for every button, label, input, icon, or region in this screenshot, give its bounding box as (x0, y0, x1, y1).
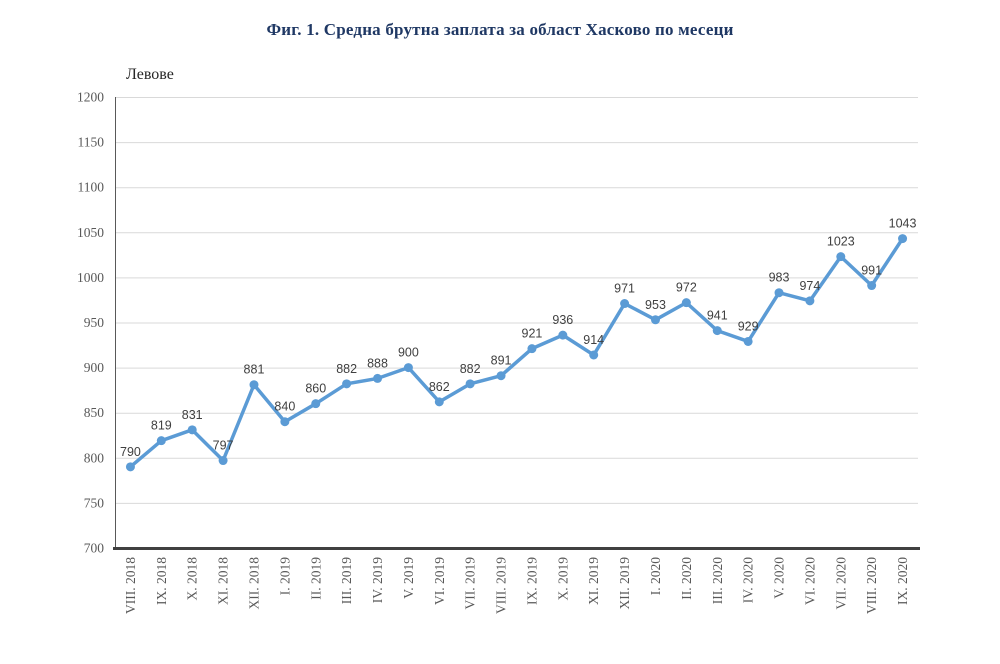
y-tick-label: 850 (84, 405, 105, 420)
data-point-label: 840 (274, 400, 295, 414)
y-tick-label: 1100 (78, 180, 105, 195)
data-point-label: 891 (491, 354, 512, 368)
data-point-marker (620, 299, 630, 309)
data-point-label: 983 (769, 271, 790, 285)
x-tick-label: XII. 2018 (246, 557, 261, 610)
data-point-label: 888 (367, 356, 388, 370)
x-tick-label: VII. 2020 (833, 557, 848, 610)
x-tick-label: IV. 2020 (741, 557, 756, 604)
data-point-marker (681, 298, 691, 308)
data-point-marker (311, 399, 321, 409)
data-point-marker (156, 436, 166, 446)
x-tick-label: VI. 2020 (802, 557, 817, 605)
x-tick-label: V. 2019 (401, 557, 416, 599)
data-point-marker (218, 456, 228, 466)
data-point-label: 914 (583, 333, 604, 347)
data-point-label: 882 (460, 362, 481, 376)
y-tick-label: 800 (84, 450, 105, 465)
figure-title: Фиг. 1. Средна брутна заплата за област … (266, 20, 734, 39)
data-point-label: 860 (305, 382, 326, 396)
data-point-marker (373, 373, 383, 383)
x-tick-label: V. 2020 (772, 557, 787, 599)
data-point-label: 971 (614, 282, 635, 296)
x-tick-label: IX. 2020 (895, 557, 910, 605)
data-point-marker (712, 326, 722, 336)
y-tick-label: 950 (84, 315, 105, 330)
data-point-label: 1023 (827, 235, 855, 249)
data-point-label: 862 (429, 380, 450, 394)
data-point-label: 953 (645, 298, 666, 312)
data-point-label: 831 (182, 408, 203, 422)
x-tick-label: VIII. 2020 (864, 557, 879, 614)
data-point-marker (527, 344, 537, 354)
x-tick-label: IX. 2019 (524, 557, 539, 605)
data-point-marker (558, 330, 568, 340)
data-point-marker (465, 379, 475, 389)
y-tick-label: 1150 (78, 135, 105, 150)
data-point-label: 882 (336, 362, 357, 376)
data-point-marker (898, 234, 908, 244)
data-point-label: 797 (213, 439, 234, 453)
data-point-marker (249, 380, 259, 390)
x-tick-label: II. 2019 (308, 557, 323, 600)
y-tick-label: 750 (84, 495, 105, 510)
y-tick-label: 1050 (77, 225, 104, 240)
data-point-label: 991 (861, 264, 882, 278)
x-tick-label: VIII. 2018 (123, 557, 138, 614)
x-tick-label: I. 2019 (277, 557, 292, 595)
data-point-marker (589, 350, 599, 360)
x-tick-label: X. 2019 (555, 557, 570, 601)
x-tick-label: X. 2018 (185, 557, 200, 601)
data-point-label: 921 (522, 327, 543, 341)
x-tick-label: VIII. 2019 (494, 557, 509, 614)
x-tick-label: XI. 2018 (216, 557, 231, 605)
y-tick-label: 1200 (77, 90, 104, 105)
x-tick-label: II. 2020 (679, 557, 694, 600)
data-point-label: 941 (707, 309, 728, 323)
data-point-marker (125, 462, 135, 472)
x-tick-label: VI. 2019 (432, 557, 447, 605)
data-point-marker (743, 336, 753, 346)
data-point-marker (342, 379, 352, 389)
data-point-marker (280, 417, 290, 427)
x-tick-label: IV. 2019 (370, 557, 385, 604)
data-point-label: 974 (799, 279, 820, 293)
data-point-marker (434, 397, 444, 407)
x-tick-label: XII. 2019 (617, 557, 632, 610)
data-point-marker (650, 315, 660, 325)
data-point-marker (867, 281, 877, 291)
data-point-marker (805, 296, 815, 306)
y-tick-label: 900 (84, 360, 105, 375)
y-tick-label: 700 (84, 541, 105, 556)
x-tick-label: III. 2019 (339, 557, 354, 604)
x-tick-label: VII. 2019 (463, 557, 478, 610)
x-tick-label: III. 2020 (710, 557, 725, 604)
data-point-label: 790 (120, 445, 141, 459)
data-point-label: 900 (398, 346, 419, 360)
data-point-label: 936 (552, 313, 573, 327)
data-point-marker (836, 252, 846, 262)
data-point-marker (496, 371, 506, 381)
x-tick-label: XI. 2019 (586, 557, 601, 605)
data-point-label: 819 (151, 419, 172, 433)
y-axis-title: Левове (126, 66, 174, 83)
data-point-marker (774, 288, 784, 298)
data-point-marker (403, 363, 413, 373)
data-point-label: 972 (676, 281, 697, 295)
data-point-label: 881 (244, 363, 265, 377)
x-tick-label: I. 2020 (648, 557, 663, 595)
data-point-label: 929 (738, 319, 759, 333)
series-line (128, 236, 905, 469)
y-tick-label: 1000 (77, 270, 104, 285)
data-point-marker (187, 425, 197, 435)
data-point-label: 1043 (889, 217, 917, 231)
x-tick-label: IX. 2018 (154, 557, 169, 605)
